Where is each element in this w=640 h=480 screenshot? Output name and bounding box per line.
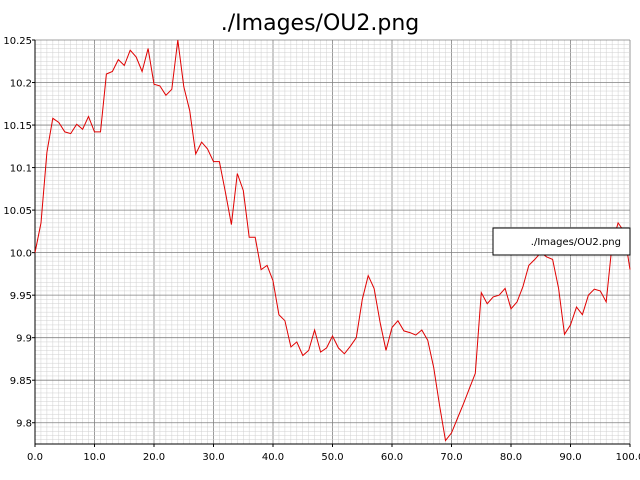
x-tick-label: 60.0 [381, 452, 403, 463]
y-tick-label: 10.05 [3, 206, 32, 217]
x-tick-label: 0.0 [27, 452, 43, 463]
chart-title: ./Images/OU2.png [221, 11, 419, 36]
y-tick-label: 10.2 [10, 79, 32, 90]
x-tick-label: 20.0 [143, 452, 165, 463]
x-axis-ticks: 0.0 10.0 20.0 30.0 40.0 50.0 60.0 70.0 80.0 90.0 1… [27, 444, 640, 463]
y-tick-label: 9.85 [10, 376, 32, 387]
series-line [34, 39, 631, 442]
legend-box [492, 227, 631, 256]
x-tick-label: 90.0 [559, 452, 581, 463]
x-tick-label: 100.0 [616, 452, 640, 463]
x-tick-label: 40.0 [262, 452, 284, 463]
y-tick-label: 9.8 [16, 419, 32, 430]
y-tick-label: 10.25 [3, 36, 32, 47]
grid [34, 39, 631, 445]
x-tick-label: 50.0 [321, 452, 343, 463]
x-tick-label: 70.0 [440, 452, 462, 463]
legend[interactable]: ./Images/OU2.png [492, 227, 631, 256]
x-tick-label: 10.0 [83, 452, 105, 463]
legend-label: ./Images/OU2.png [531, 237, 621, 248]
y-tick-label: 9.95 [10, 291, 32, 302]
y-tick-label: 10.15 [3, 121, 32, 132]
y-tick-label: 10.1 [10, 164, 32, 175]
series-layer [34, 39, 631, 442]
y-tick-label: 10.0 [10, 249, 32, 260]
y-tick-label: 9.9 [16, 334, 32, 345]
x-tick-label: 80.0 [500, 452, 522, 463]
y-axis-ticks: 10.25 10.2 10.15 10.1 10.05 10.0 9.95 9.9 9.85 9.… [3, 36, 35, 430]
x-tick-label: 30.0 [202, 452, 224, 463]
